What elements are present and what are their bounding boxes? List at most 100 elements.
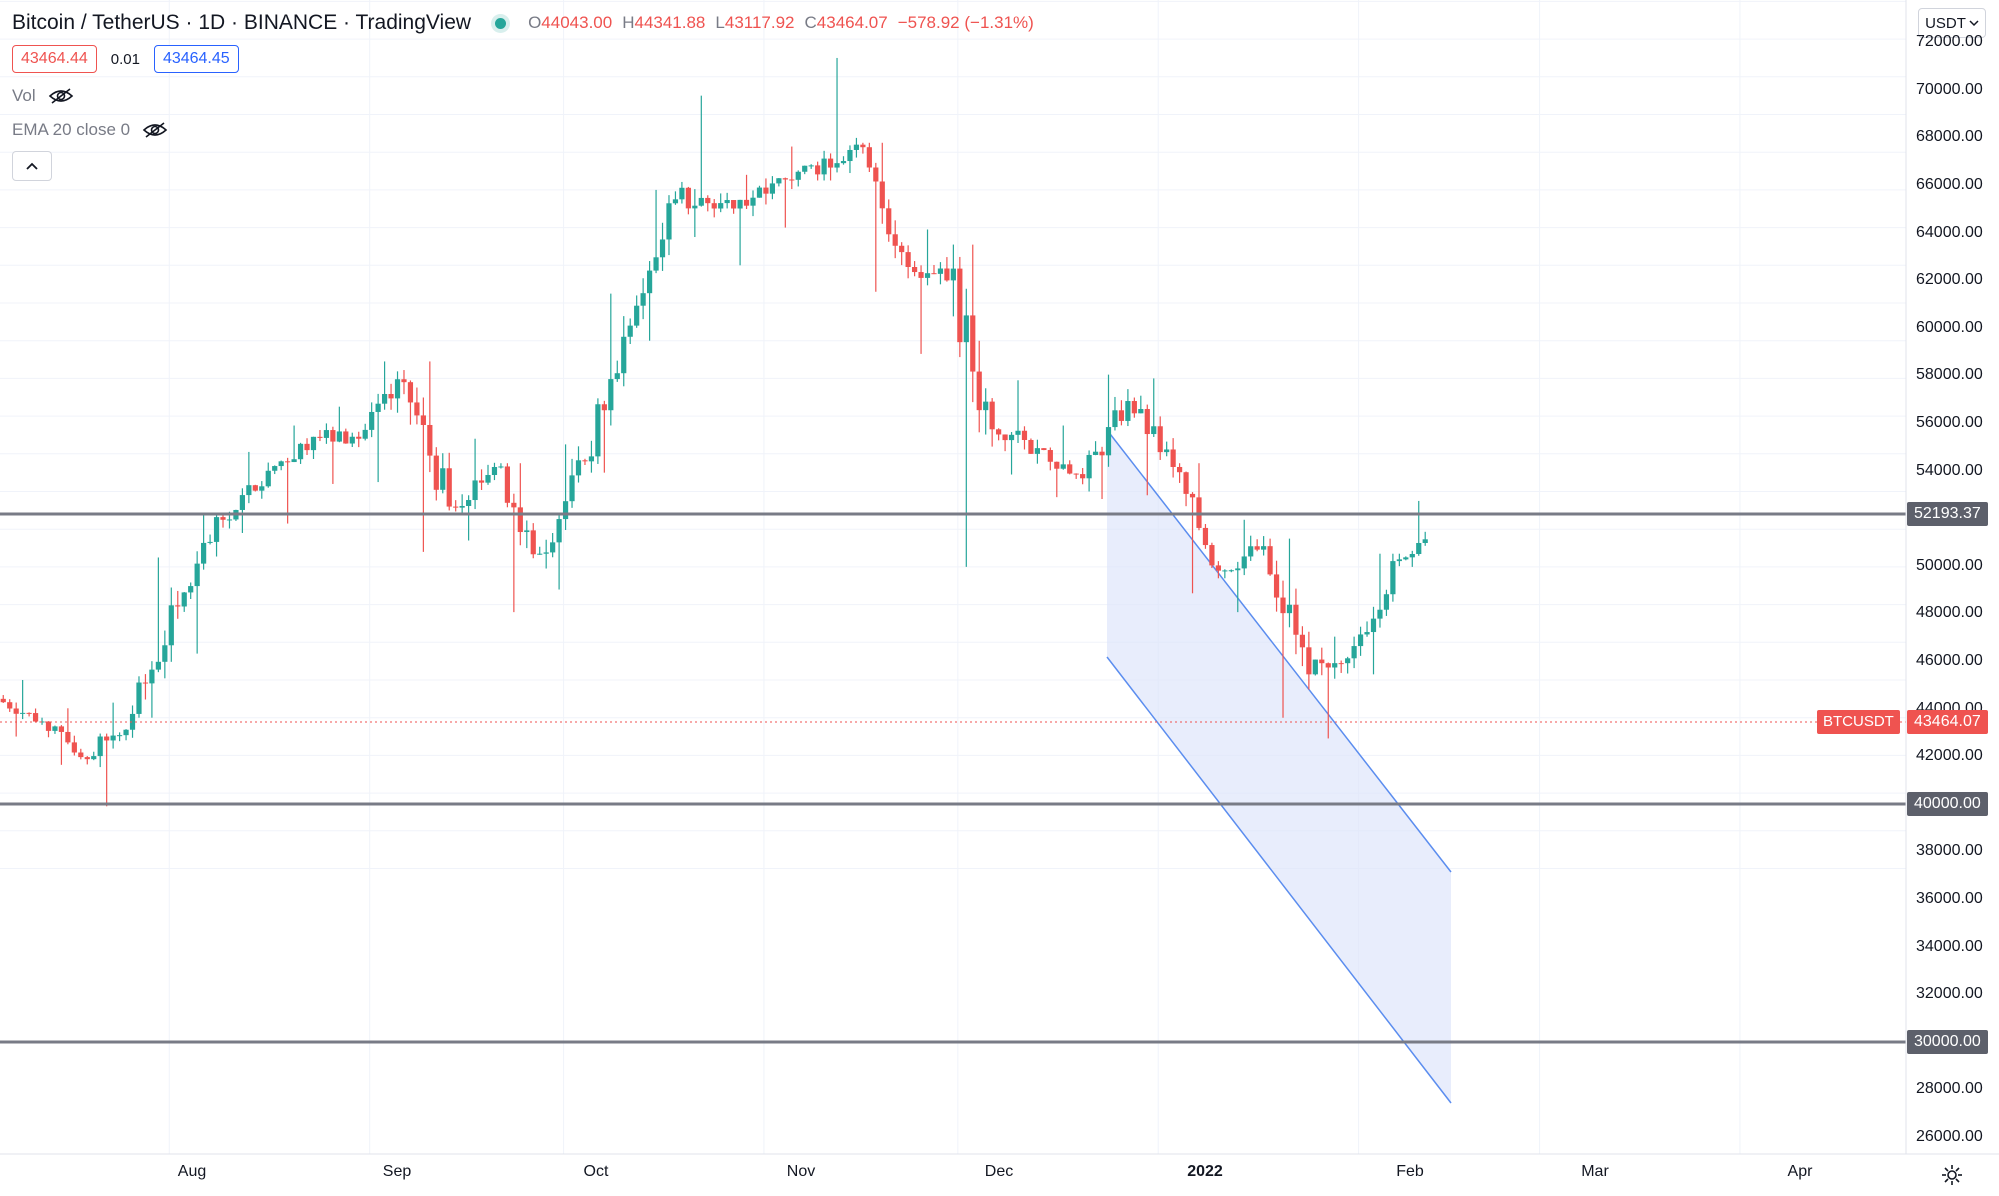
candle-up	[491, 466, 498, 475]
ohlc-open: O44043.00	[528, 13, 613, 32]
spread-value: 0.01	[110, 50, 140, 68]
candle-up	[336, 431, 342, 442]
candle-up	[162, 645, 168, 662]
candle-up	[1034, 448, 1041, 454]
candle-up	[847, 149, 853, 162]
last-price-badge: 43464.07	[1907, 710, 1988, 734]
currency-select[interactable]: USDT	[1918, 8, 1986, 38]
candle-up	[640, 293, 646, 306]
candle-down	[427, 424, 433, 456]
buy-price-button[interactable]: 43464.45	[153, 45, 239, 73]
candle-down	[65, 731, 71, 743]
candle-down	[1047, 450, 1053, 462]
candle-down	[705, 197, 711, 204]
price-tick: 70000.00	[1916, 81, 1983, 98]
candle-down	[1319, 659, 1325, 664]
candle-down	[996, 429, 1002, 435]
candle-down	[1073, 473, 1079, 475]
price-tick: 56000.00	[1916, 414, 1983, 431]
candle-up	[1416, 542, 1422, 554]
candle-down	[478, 480, 485, 483]
candle-up	[466, 500, 472, 506]
price-tick: 34000.00	[1916, 938, 1983, 955]
hidden-eye-icon[interactable]	[142, 121, 168, 139]
candle-down	[252, 485, 258, 491]
hidden-eye-icon[interactable]	[48, 87, 74, 105]
candle-down	[356, 436, 362, 439]
candle-up	[1286, 604, 1293, 614]
candle-down	[1157, 426, 1163, 453]
candle-down	[970, 315, 976, 372]
candle-down	[511, 502, 517, 508]
candle-up	[246, 485, 252, 496]
candle-down	[866, 147, 872, 168]
candle-down	[685, 187, 691, 209]
candle-up	[272, 466, 278, 471]
candle-up	[20, 712, 26, 714]
candle-up	[1312, 659, 1318, 675]
candle-down	[0, 698, 6, 703]
candle-down	[175, 605, 181, 607]
candle-up	[718, 203, 724, 209]
candle-up	[621, 336, 627, 374]
indicator-ema[interactable]: EMA 20 close 0	[12, 120, 168, 140]
price-tick: 72000.00	[1916, 33, 1983, 50]
candle-down	[1080, 474, 1086, 479]
candle-down	[899, 245, 905, 253]
candle-up	[1370, 618, 1377, 633]
candle-down	[1280, 597, 1286, 614]
candle-down	[407, 382, 414, 403]
candle-down	[1209, 545, 1215, 566]
candle-down	[1144, 409, 1150, 435]
candle-up	[91, 756, 97, 760]
symbol-title[interactable]: Bitcoin / TetherUS · 1D · BINANCE · Trad…	[12, 11, 472, 34]
candle-down	[815, 165, 821, 175]
candle-up	[627, 325, 633, 337]
candle-down	[1267, 546, 1273, 575]
candle-down	[446, 468, 452, 507]
candle-down	[582, 460, 588, 462]
candle-up	[1403, 557, 1409, 560]
candle-up	[1151, 426, 1157, 435]
candle-up	[550, 542, 556, 553]
chevron-down-icon	[1969, 20, 1979, 27]
candle-down	[1306, 647, 1312, 675]
candle-down	[886, 208, 892, 235]
level-badge[interactable]: 52193.37	[1907, 502, 1988, 526]
candle-down	[78, 752, 84, 758]
candle-up	[362, 429, 368, 439]
channel-lower-line	[1106, 656, 1452, 1104]
candle-down	[343, 431, 349, 444]
price-tick: 60000.00	[1916, 319, 1983, 336]
candle-up	[181, 592, 187, 607]
candle-down	[1338, 663, 1344, 665]
candle-up	[207, 541, 213, 543]
level-badge[interactable]: 40000.00	[1907, 792, 1988, 816]
price-tick: 66000.00	[1916, 176, 1983, 193]
candle-down	[1183, 472, 1189, 494]
indicator-vol[interactable]: Vol	[12, 86, 74, 106]
chart-settings-button[interactable]	[1938, 1161, 1966, 1189]
candle-up	[440, 468, 446, 490]
sell-price-button[interactable]: 43464.44	[12, 45, 97, 73]
candle-up	[323, 430, 330, 438]
price-tick: 68000.00	[1916, 128, 1983, 145]
candle-up	[97, 736, 103, 757]
level-badge[interactable]: 30000.00	[1907, 1030, 1988, 1054]
candle-up	[698, 197, 704, 206]
candle-up	[1422, 539, 1428, 543]
candle-up	[1008, 434, 1015, 441]
candle-up	[821, 158, 827, 175]
candle-down	[1041, 448, 1047, 451]
candle-down	[1215, 565, 1221, 571]
gear-icon	[1942, 1165, 1962, 1185]
candle-up	[963, 315, 969, 343]
price-tick: 26000.00	[1916, 1128, 1983, 1145]
time-tick: Mar	[1581, 1163, 1609, 1180]
candle-down	[782, 178, 788, 180]
candle-up	[310, 436, 317, 451]
time-tick: Dec	[984, 1163, 1014, 1180]
candle-down	[45, 721, 52, 731]
collapse-legend-button[interactable]	[12, 151, 52, 181]
